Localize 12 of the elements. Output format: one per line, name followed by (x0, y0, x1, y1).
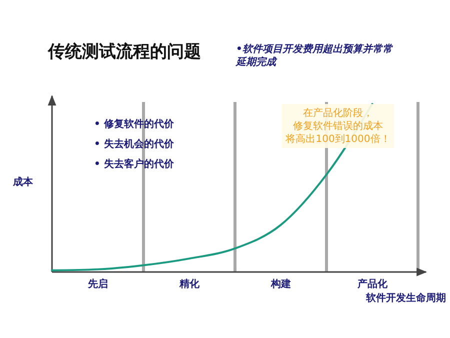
chart-subtitle: •软件项目开发费用超出预算并常常延期完成 (235, 43, 394, 68)
x-axis-title: 软件开发生命周期 (365, 292, 446, 304)
annotation: 在产品化阶段，修复软件错误的成本将高出100到1000倍！ (284, 107, 390, 145)
chart-title: 传统测试流程的问题 (47, 42, 201, 62)
x-tick-label: 产品化 (356, 278, 388, 290)
annotation: • 修复软件的代价 (94, 118, 175, 130)
annotation: • 失去客户的代价 (94, 158, 175, 170)
x-tick-label: 先启 (86, 278, 108, 290)
x-tick-label: 精化 (178, 278, 200, 290)
annotation: • 失去机会的代价 (94, 138, 175, 150)
x-tick-label: 构建 (270, 278, 291, 290)
y-axis-title: 成本 (12, 176, 34, 188)
